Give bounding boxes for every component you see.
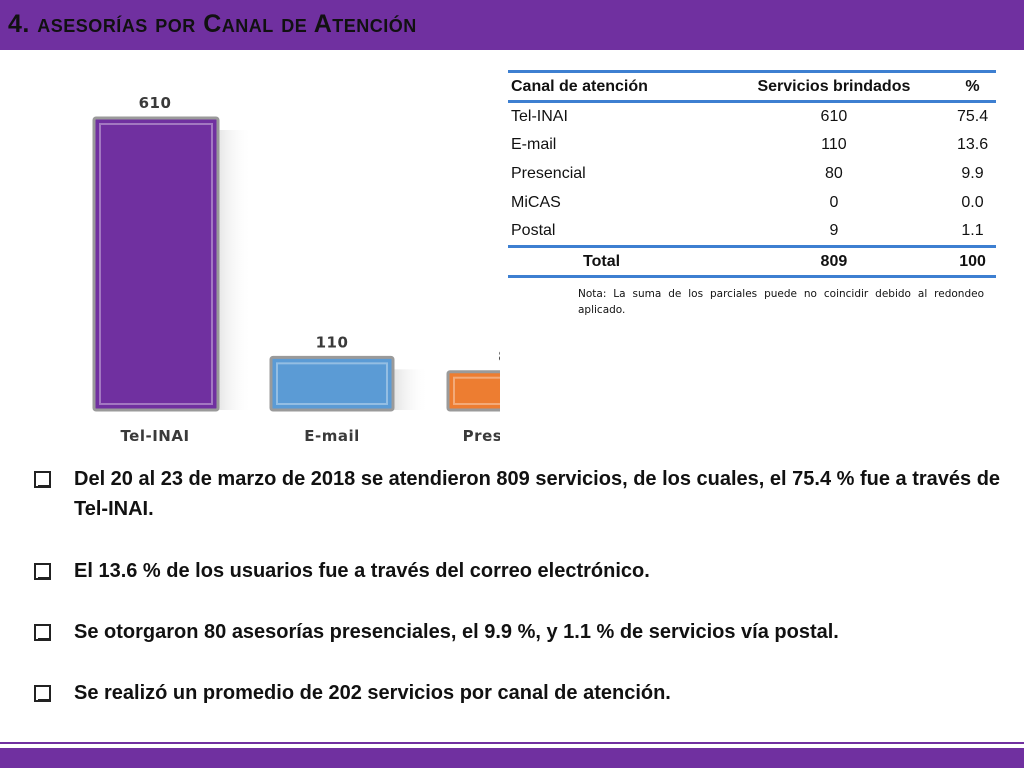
table-cell-channel: MiCAS	[511, 194, 561, 211]
bar-presencial	[446, 370, 500, 412]
table-note: Nota: La suma de los parciales puede no …	[578, 288, 984, 316]
bullet-text: Del 20 al 23 de marzo de 2018 se atendie…	[74, 468, 1001, 520]
bullet-item: Se otorgaron 80 asesorías presenciales, …	[34, 617, 1009, 647]
table-total-row: Total 809 100	[508, 246, 996, 277]
bar-e-mail	[269, 355, 395, 412]
table-header-services: Servicios brindados	[757, 77, 911, 95]
table-cell-services: 610	[820, 107, 848, 125]
table-row: Tel-INAI 610 75.4	[508, 102, 996, 131]
table-cell-channel: Tel-INAI	[511, 107, 568, 125]
bar-highlight	[453, 376, 500, 406]
bar-shadow	[389, 369, 429, 410]
bar-value-label: 110	[316, 333, 349, 351]
table-header-percent: %	[965, 77, 980, 95]
table-total-services: 809	[820, 252, 848, 270]
table-row: E-mail 110 13.6	[508, 131, 996, 160]
bullet-item: Se realizó un promedio de 202 servicios …	[34, 678, 1009, 708]
table-cell-channel: E-mail	[511, 136, 557, 153]
category-label: Tel-INAI	[120, 427, 189, 445]
table-cell-percent: 13.6	[956, 136, 989, 153]
table-cell-services: 9	[829, 222, 839, 240]
table-row: Postal 9 1.1	[508, 218, 996, 247]
table-total-percent: 100	[959, 252, 986, 270]
table-cell-percent: 0.0	[961, 194, 984, 211]
bar-highlight	[276, 362, 388, 406]
checkbox-bullet-icon	[34, 624, 51, 641]
bullet-text: El 13.6 % de los usuarios fue a través d…	[74, 560, 650, 582]
table-header-row: Canal de atención Servicios brindados %	[508, 71, 996, 102]
table-total-label: Total	[583, 252, 621, 270]
checkbox-bullet-icon	[34, 471, 51, 488]
bullet-item: El 13.6 % de los usuarios fue a través d…	[34, 556, 1009, 586]
footer-line	[0, 742, 1024, 744]
table-row: Presencial 80 9.9	[508, 160, 996, 189]
category-label: E-mail	[304, 427, 360, 445]
services-table: Canal de atención Servicios brindados % …	[508, 70, 996, 278]
bar-highlight	[99, 123, 213, 405]
category-label: Presencial	[463, 427, 500, 445]
checkbox-bullet-icon	[34, 563, 51, 580]
page-title: 4. asesorías por Canal de Atención	[8, 10, 417, 38]
table-cell-percent: 1.1	[961, 222, 984, 240]
header-bar: 4. asesorías por Canal de Atención	[0, 0, 1024, 50]
bullet-item: Del 20 al 23 de marzo de 2018 se atendie…	[34, 464, 1009, 524]
bar-chart: 610Tel-INAI110E-mail80Presencial0MiCAS9P…	[92, 94, 500, 445]
table-header-channel: Canal de atención	[511, 77, 648, 95]
bar-value-label: 80	[498, 348, 500, 366]
bar-value-label: 610	[139, 94, 172, 112]
table-cell-percent: 75.4	[956, 107, 989, 125]
bar-tel-inai	[92, 116, 220, 412]
footer-bar	[0, 748, 1024, 768]
bullet-text: Se otorgaron 80 asesorías presenciales, …	[74, 621, 839, 643]
table-row: MiCAS 0 0.0	[508, 189, 996, 218]
table-cell-channel: Postal	[511, 222, 556, 240]
bullet-text: Se realizó un promedio de 202 servicios …	[74, 682, 671, 704]
checkbox-bullet-icon	[34, 685, 51, 702]
table-cell-services: 80	[825, 165, 843, 182]
table-cell-percent: 9.9	[961, 165, 984, 182]
table-cell-channel: Presencial	[511, 165, 586, 182]
table-cell-services: 0	[829, 194, 839, 211]
table-cell-services: 110	[821, 136, 847, 153]
